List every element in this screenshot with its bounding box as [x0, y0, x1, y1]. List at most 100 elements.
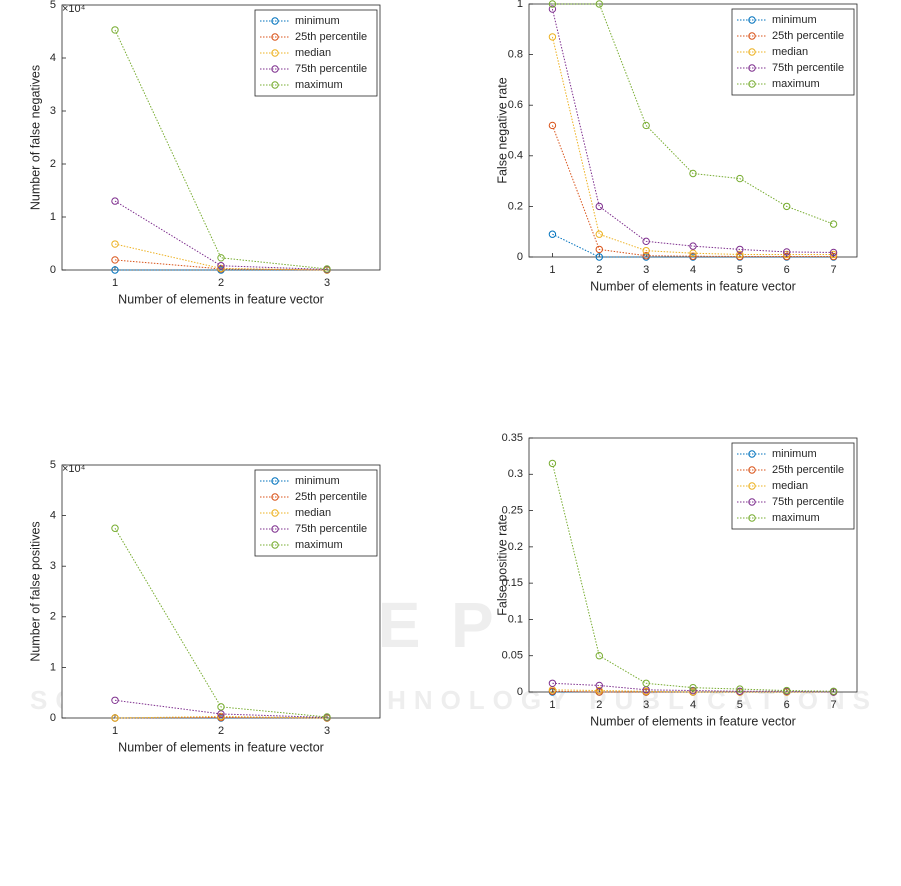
- y-tick-label: 0.25: [502, 504, 523, 516]
- y-tick-label: 4: [50, 510, 56, 522]
- data-point: [736, 685, 744, 693]
- legend-marker: [271, 49, 279, 57]
- y-tick-label: 3: [50, 560, 56, 572]
- data-point: [111, 256, 119, 264]
- data-point: [829, 220, 838, 228]
- legend-marker: [271, 81, 279, 89]
- data-point: [689, 686, 697, 695]
- y-tick-label: 0.35: [502, 432, 523, 444]
- y-tick-label: 0.3: [508, 468, 523, 480]
- series-line: [114, 29, 328, 270]
- series-line: [551, 463, 834, 692]
- data-point: [736, 250, 744, 259]
- legend-label: minimum: [295, 15, 340, 27]
- legend-label: 25th percentile: [295, 491, 367, 503]
- legend-marker: [748, 48, 756, 56]
- series-line: [114, 200, 328, 270]
- data-point: [736, 687, 744, 695]
- y-tick-label: 5: [50, 0, 56, 11]
- x-tick-label: 5: [737, 699, 743, 711]
- data-point: [217, 712, 225, 721]
- legend-label: 75th percentile: [295, 523, 367, 535]
- x-tick-label: 2: [218, 725, 224, 737]
- data-point: [736, 245, 744, 254]
- y-tick-label: 1: [50, 661, 56, 673]
- data-point: [783, 252, 791, 261]
- x-axis-label: Number of elements in feature vector: [590, 279, 796, 293]
- legend-marker: [748, 466, 756, 474]
- y-tick-label: 0: [50, 264, 56, 276]
- legend-label: 75th percentile: [772, 62, 844, 74]
- series-line: [552, 233, 834, 258]
- data-point: [111, 240, 119, 248]
- x-tick-label: 3: [324, 725, 330, 737]
- y-tick-label: 3: [50, 105, 56, 117]
- legend-marker: [271, 17, 279, 25]
- x-tick-label: 2: [596, 699, 602, 711]
- series-line: [552, 682, 834, 693]
- data-point: [111, 266, 119, 274]
- y-axis-label: Number of false positives: [28, 521, 42, 661]
- x-tick-label: 7: [831, 699, 837, 711]
- y-tick-label: 0.4: [508, 150, 523, 162]
- legend-marker: [271, 509, 279, 517]
- legend-label: median: [772, 480, 808, 492]
- data-point: [595, 253, 603, 261]
- data-point: [595, 681, 603, 690]
- y-tick-label: 4: [50, 52, 56, 64]
- data-point: [548, 459, 557, 468]
- data-point: [323, 265, 331, 273]
- data-point: [111, 197, 119, 205]
- legend-marker: [748, 482, 756, 490]
- data-point: [111, 696, 119, 704]
- legend-label: maximum: [295, 539, 343, 551]
- series-line: [114, 527, 328, 718]
- series-line: [552, 689, 834, 693]
- x-tick-label: 7: [831, 264, 837, 276]
- legend-marker: [748, 64, 756, 72]
- data-point: [642, 237, 650, 246]
- legend-marker: [271, 525, 279, 533]
- y-tick-label: 1: [50, 211, 56, 223]
- legend-label: maximum: [772, 512, 820, 524]
- axis-exponent: ×10⁴: [62, 463, 86, 475]
- data-point: [783, 250, 791, 259]
- x-axis-label: Number of elements in feature vector: [590, 714, 796, 728]
- series-line: [114, 243, 328, 271]
- data-point: [595, 686, 603, 695]
- legend-marker: [748, 450, 756, 458]
- data-point: [689, 249, 697, 257]
- data-point: [548, 33, 557, 41]
- data-point: [548, 230, 557, 238]
- data-point: [111, 26, 119, 34]
- legend-marker: [271, 477, 279, 485]
- data-point: [217, 703, 225, 711]
- legend-label: minimum: [295, 475, 340, 487]
- legend-label: minimum: [772, 14, 817, 26]
- data-point: [595, 245, 603, 254]
- series-line: [551, 125, 834, 257]
- legend-label: 25th percentile: [295, 31, 367, 43]
- x-tick-label: 3: [643, 264, 649, 276]
- data-point: [783, 686, 791, 695]
- y-tick-label: 0: [517, 686, 523, 698]
- legend-label: maximum: [772, 78, 820, 90]
- x-tick-label: 1: [549, 264, 555, 276]
- x-tick-label: 3: [324, 277, 330, 289]
- x-axis-label: Number of elements in feature vector: [118, 740, 324, 754]
- legend-label: 75th percentile: [295, 63, 367, 75]
- data-point: [548, 679, 557, 687]
- data-point: [642, 121, 650, 130]
- y-axis-label: Number of false negatives: [28, 65, 42, 210]
- x-tick-label: 2: [596, 264, 602, 276]
- data-point: [595, 230, 603, 238]
- data-point: [548, 5, 557, 13]
- data-point: [642, 246, 650, 255]
- series-line: [114, 715, 328, 719]
- legend-marker: [271, 493, 279, 501]
- y-tick-label: 0.8: [508, 49, 523, 61]
- data-point: [829, 250, 838, 259]
- y-tick-label: 0.2: [508, 541, 523, 553]
- legend-marker: [271, 65, 279, 73]
